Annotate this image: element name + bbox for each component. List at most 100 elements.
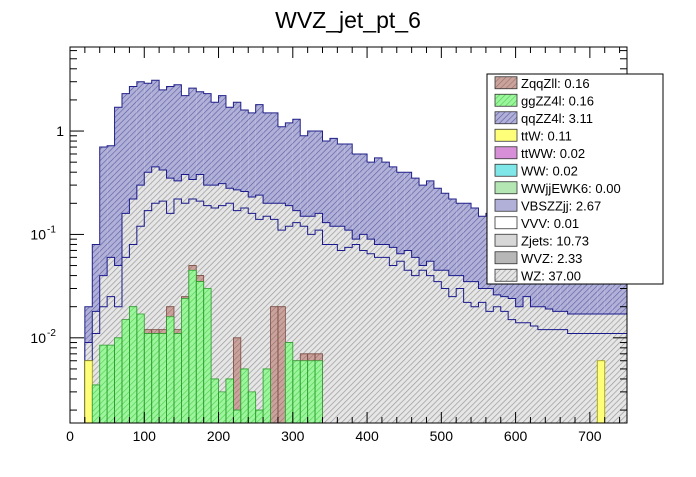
- bar: [218, 205, 226, 423]
- chart-title: WVZ_jet_pt_6: [275, 7, 421, 33]
- bar: [151, 333, 160, 423]
- legend-label: WW: 0.02: [521, 163, 578, 178]
- series-outline: [84, 166, 627, 423]
- bar: [121, 319, 130, 423]
- bar: [359, 250, 368, 423]
- bar: [144, 333, 152, 423]
- legend-label: Zjets: 10.73: [521, 233, 589, 248]
- series-outline: [84, 198, 627, 423]
- x-tick-label: 700: [578, 428, 602, 444]
- legend-label: ttWW: 0.02: [521, 146, 585, 161]
- bar: [567, 333, 576, 423]
- bar: [604, 333, 613, 423]
- legend-box: [486, 73, 664, 285]
- legend-swatch: [494, 251, 518, 265]
- x-tick-label: 400: [355, 428, 379, 444]
- legend-label: ggZZ4l: 0.16: [521, 93, 594, 108]
- bar: [307, 234, 316, 423]
- bar: [471, 306, 479, 423]
- x-tick-label: 200: [207, 428, 231, 444]
- y-tick-exponent: -1: [47, 224, 56, 235]
- bar: [196, 281, 204, 423]
- bar: [300, 226, 308, 423]
- bar: [463, 302, 472, 423]
- bar: [619, 333, 627, 423]
- bar: [211, 378, 219, 423]
- bar: [389, 265, 397, 423]
- bar: [233, 210, 241, 423]
- bar: [255, 410, 264, 423]
- bar: [597, 360, 605, 423]
- bar-outline: [225, 378, 234, 423]
- y-tick-label: 1: [56, 123, 64, 139]
- bar: [173, 199, 182, 423]
- x-tick-label: 0: [66, 428, 74, 444]
- bars-layer: [84, 79, 627, 424]
- bar-outline: [203, 288, 212, 423]
- bar: [99, 345, 108, 423]
- bar: [240, 368, 249, 423]
- bar: [493, 306, 501, 423]
- bar: [537, 329, 546, 423]
- y-tick-exponent: -2: [47, 328, 56, 339]
- bar: [478, 302, 486, 423]
- legend-label: ZqqZll: 0.16: [521, 76, 590, 91]
- bar: [84, 360, 93, 423]
- bar: [225, 203, 234, 423]
- bar: [419, 270, 427, 423]
- bar: [500, 311, 509, 423]
- x-tick-label: 100: [133, 428, 157, 444]
- bar: [367, 253, 375, 423]
- bar: [159, 201, 167, 423]
- legend-swatch: [494, 163, 518, 177]
- legend-swatch: [494, 198, 518, 212]
- bar: [515, 322, 524, 423]
- x-tick-label: 600: [504, 428, 528, 444]
- bar: [292, 222, 301, 423]
- bar: [404, 270, 412, 423]
- legend-swatch: [494, 128, 518, 142]
- bar: [433, 281, 442, 423]
- bar: [315, 230, 323, 423]
- bar-outline: [314, 360, 323, 423]
- x-tick-label: 300: [281, 428, 305, 444]
- bar: [456, 288, 464, 423]
- bar: [396, 261, 405, 423]
- legend-swatch: [494, 181, 518, 195]
- legend-swatch: [494, 146, 518, 160]
- legend-label: ttW: 0.11: [521, 128, 572, 143]
- bar-outline: [262, 368, 271, 423]
- bar: [426, 275, 434, 423]
- bar: [545, 329, 553, 423]
- legend-swatch: [494, 268, 518, 282]
- legend-swatch: [494, 93, 518, 107]
- bar: [381, 257, 390, 423]
- legend-swatch: [494, 76, 518, 90]
- bar: [344, 247, 353, 423]
- bar: [263, 216, 271, 423]
- bar: [560, 329, 568, 423]
- bar: [315, 360, 323, 423]
- bar: [151, 203, 160, 423]
- bar: [441, 288, 449, 423]
- bar: [173, 333, 182, 423]
- legend-label: qqZZ4l: 3.11: [521, 111, 593, 126]
- bar: [211, 208, 219, 423]
- legend-swatch: [494, 216, 518, 230]
- bar: [225, 378, 234, 423]
- bar: [575, 333, 583, 423]
- legend-label: VBSZZjj: 2.67: [521, 198, 601, 213]
- bar: [233, 337, 241, 423]
- bar: [352, 244, 360, 423]
- bar: [218, 391, 226, 423]
- bar: [411, 275, 420, 423]
- bar: [136, 313, 145, 423]
- bar: [277, 306, 286, 423]
- bar: [307, 360, 316, 423]
- bar: [285, 342, 293, 423]
- bar: [188, 270, 197, 423]
- bar: [270, 306, 278, 423]
- bar: [248, 391, 256, 423]
- legend-label: WWjjEWK6: 0.00: [521, 181, 621, 196]
